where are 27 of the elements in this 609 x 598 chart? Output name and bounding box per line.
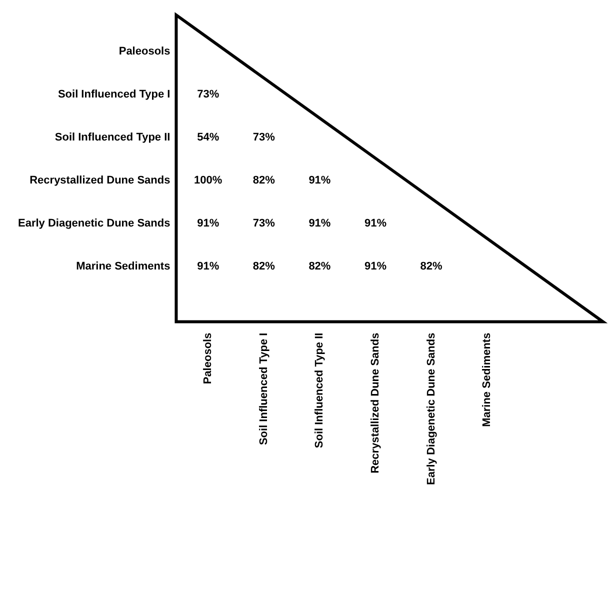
data-label: 91%	[197, 217, 220, 230]
y-tick-label: Marine Sediments	[76, 260, 170, 272]
data-label: 91%	[308, 217, 331, 230]
data-label: 73%	[252, 217, 276, 230]
y-tick-label: Recrystallized Dune Sands	[30, 174, 170, 186]
data-label: 73%	[252, 131, 276, 144]
data-label: 91%	[308, 174, 331, 186]
data-label: 100%	[194, 174, 222, 186]
x-tick-label: Soil Influenced Type I	[258, 332, 270, 446]
data-label: 82%	[252, 260, 276, 272]
data-label: 73%	[197, 88, 220, 100]
x-tick-label: Marine Sediments	[481, 332, 494, 427]
x-tick-label: Paleosols	[202, 332, 214, 384]
data-label: 82%	[252, 174, 276, 186]
x-tick-label: Early Diagenetic Dune Sands	[425, 332, 438, 485]
y-tick-label: Soil Influenced Type II	[54, 131, 170, 144]
data-label: 82%	[420, 260, 443, 272]
data-label: 82%	[308, 260, 331, 272]
data-label: 91%	[364, 217, 387, 230]
data-label: 91%	[197, 260, 220, 272]
x-tick-label: Recrystallized Dune Sands	[370, 332, 382, 474]
y-tick-label: Early Diagenetic Dune Sands	[18, 217, 170, 230]
x-tick-label: Soil Influenced Type II	[314, 332, 326, 448]
data-label: 91%	[364, 260, 387, 272]
y-tick-label: Paleosols	[118, 46, 170, 58]
data-label: 54%	[197, 131, 220, 144]
y-tick-label: Soil Influenced Type I	[58, 88, 170, 100]
